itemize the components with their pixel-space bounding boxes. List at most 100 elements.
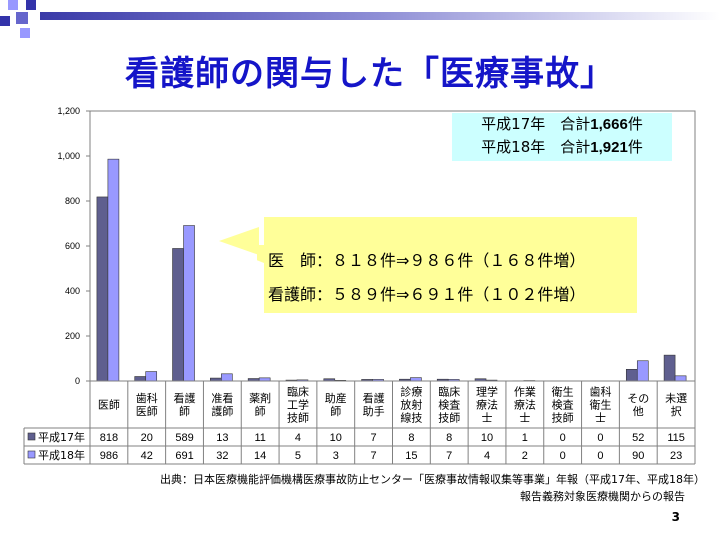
category-label: 士 — [595, 412, 606, 425]
data-value: 115 — [667, 432, 685, 444]
category-label: 未選 — [665, 392, 687, 405]
legend-swatch-2006 — [27, 450, 36, 459]
category-label: 工学 — [287, 398, 309, 412]
slide-title: 看護師の関与した「医療事故」 — [125, 54, 615, 94]
data-value: 589 — [175, 432, 193, 444]
category-label: その — [627, 392, 649, 405]
category-label: 衛生 — [589, 398, 611, 412]
category-label: 看護 — [174, 391, 196, 405]
bar-2006 — [145, 371, 158, 382]
data-value: 8 — [446, 432, 452, 444]
data-value: 42 — [141, 450, 153, 462]
y-tick-label: 0 — [75, 376, 80, 386]
category-label: 放射 — [400, 398, 422, 412]
data-value: 20 — [141, 432, 153, 444]
legend-label-2006: 平成18年 — [38, 448, 85, 462]
total-label-2006: 平成18年 合計 — [481, 138, 591, 156]
category-label: 准看 — [211, 391, 233, 405]
data-value: 691 — [175, 450, 193, 462]
data-value: 3 — [333, 450, 339, 462]
total-value-2006: 1,921 — [590, 139, 628, 156]
category-label: 臨床 — [438, 385, 460, 399]
bar-2005 — [663, 354, 676, 382]
data-value: 10 — [481, 432, 493, 444]
bar-2005 — [96, 196, 109, 382]
category-label: 師 — [255, 405, 266, 418]
category-label: 線技 — [400, 411, 422, 425]
category-label: 検査 — [552, 398, 574, 412]
category-label: 他 — [633, 405, 644, 418]
callout-text: 医 師：８１８件⇒９８６件（１６８件増） 看護師：５８９件⇒６９１件（１０２件増… — [268, 244, 585, 312]
data-value: 23 — [670, 450, 682, 462]
category-label: 士 — [519, 412, 530, 425]
data-value: 4 — [484, 450, 490, 462]
total-line-2006: 平成18年 合計1,921件 — [452, 136, 672, 159]
category-label: 歯科 — [589, 385, 611, 399]
total-unit-2006: 件 — [627, 138, 643, 156]
category-label: 護師 — [211, 404, 233, 418]
category-label: 医師 — [136, 405, 158, 418]
category-label: 薬剤 — [249, 391, 271, 405]
category-label: 技師 — [438, 412, 460, 425]
data-value: 7 — [371, 432, 377, 444]
data-value: 8 — [408, 432, 414, 444]
data-value: 986 — [100, 450, 118, 462]
data-value: 90 — [632, 450, 644, 462]
category-label: 助産 — [325, 391, 347, 405]
data-value: 13 — [216, 432, 228, 444]
source-note-sub: 報告義務対象医療機関からの報告 — [520, 490, 685, 503]
bar-2006 — [107, 158, 120, 382]
decorative-squares — [0, 0, 36, 38]
total-unit-2005: 件 — [627, 115, 643, 133]
category-label: 検査 — [438, 398, 460, 412]
y-tick-label: 400 — [65, 286, 80, 296]
category-label: 作業 — [514, 386, 536, 399]
data-value: 4 — [295, 432, 301, 444]
data-value: 0 — [560, 450, 566, 462]
y-tick-label: 200 — [65, 331, 80, 341]
data-value: 5 — [295, 450, 301, 462]
bar-2006 — [221, 373, 233, 382]
category-label: 歯科 — [136, 391, 158, 405]
category-label: 療法 — [476, 398, 498, 412]
category-label: 士 — [482, 412, 493, 425]
bar-2006 — [674, 375, 687, 382]
category-label: 医師 — [98, 399, 120, 412]
data-value: 15 — [405, 450, 417, 462]
y-tick-label: 1,000 — [57, 151, 80, 161]
data-value: 11 — [254, 432, 265, 444]
data-value: 0 — [597, 450, 603, 462]
bar-2006 — [183, 225, 195, 382]
legend-swatch-2005 — [27, 432, 36, 441]
category-label: 診療 — [400, 385, 422, 399]
category-label: 理学 — [476, 385, 498, 399]
callout-line-nurse: 看護師：５８９件⇒６９１件（１０２件増） — [268, 285, 586, 304]
category-label: 技師 — [287, 412, 309, 425]
callout-balloon — [257, 217, 637, 313]
total-line-2005: 平成17年 合計1,666件 — [452, 113, 672, 136]
bar-2006 — [410, 377, 422, 382]
source-note: 出典：日本医療機能評価機構医療事故防止センター「医療事故情報収集等事業」年報（平… — [160, 473, 705, 486]
data-value: 818 — [100, 432, 118, 444]
total-label-2005: 平成17年 合計 — [481, 115, 591, 133]
y-tick-label: 600 — [65, 241, 80, 251]
total-value-2005: 1,666 — [590, 116, 628, 133]
category-label: 臨床 — [287, 385, 309, 399]
category-label: 看護 — [363, 391, 385, 405]
category-label: 助手 — [363, 404, 385, 418]
bar-2005 — [172, 248, 184, 382]
bar-2005 — [134, 376, 147, 382]
data-value: 7 — [371, 450, 377, 462]
callout-pointer — [219, 227, 259, 255]
y-tick-label: 800 — [65, 196, 80, 206]
category-label: 師 — [330, 405, 341, 418]
data-value: 14 — [254, 450, 266, 462]
category-label: 衛生 — [552, 385, 574, 399]
data-value: 52 — [632, 432, 644, 444]
bar-2005 — [625, 368, 638, 382]
category-label: 療法 — [514, 398, 536, 412]
data-value: 7 — [446, 450, 452, 462]
legend-label-2005: 平成17年 — [38, 430, 85, 444]
category-label: 択 — [671, 404, 682, 418]
data-value: 0 — [597, 432, 603, 444]
